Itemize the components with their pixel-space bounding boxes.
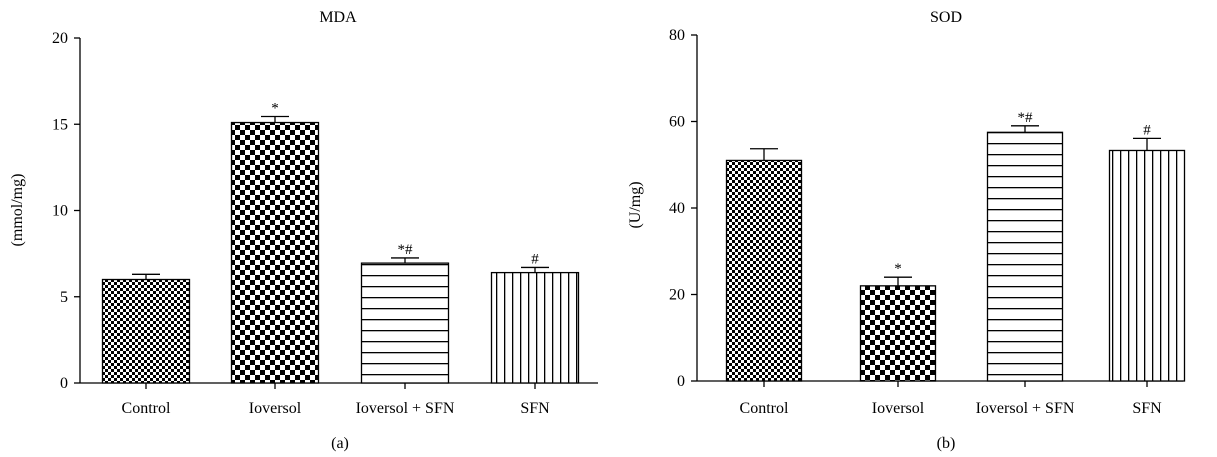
bar <box>986 131 1064 382</box>
significance-label: * <box>894 261 902 277</box>
x-tick-label: Ioversol <box>249 400 302 417</box>
significance-label: * <box>271 100 279 116</box>
bar <box>1108 149 1186 382</box>
y-tick-label: 0 <box>677 373 685 390</box>
bar <box>490 271 580 384</box>
y-tick-label: 15 <box>52 116 68 133</box>
y-axis-label: (mmol/mg) <box>9 174 26 247</box>
significance-label: # <box>531 251 539 267</box>
x-tick-label: Control <box>740 400 789 417</box>
chart-title: MDA <box>319 9 357 26</box>
y-axis-label: (U/mg) <box>627 181 644 228</box>
y-tick-label: 5 <box>60 289 68 306</box>
x-tick-label: SFN <box>1132 400 1162 417</box>
chart-panel-a: MDA (mmol/mg) 0 5 10 15 20 Control Ioversol Iov… <box>9 9 598 452</box>
x-tick-label: Ioversol + SFN <box>976 400 1075 417</box>
panel-label: (b) <box>937 435 956 452</box>
y-tick-label: 40 <box>669 200 685 217</box>
y-tick-label: 20 <box>52 30 68 47</box>
axes: 0 5 10 15 20 Control Ioversol Ioversol + SFN SFN <box>52 30 598 417</box>
bar <box>360 262 450 384</box>
y-tick-label: 10 <box>52 203 68 220</box>
y-tick-label: 20 <box>669 287 685 304</box>
bar-group: * *# # <box>725 110 1186 382</box>
significance-label: *# <box>398 242 414 258</box>
y-tick-label: 80 <box>669 27 685 44</box>
x-tick-label: Control <box>122 400 171 417</box>
significance-label: *# <box>1018 110 1034 126</box>
chart-panel-b: SOD (U/mg) 0 20 40 60 80 Control Ioversol Iover… <box>627 9 1186 452</box>
x-tick-label: Ioversol <box>872 400 925 417</box>
bar <box>859 285 937 382</box>
bar <box>725 159 803 382</box>
x-tick-label: SFN <box>520 400 550 417</box>
bar <box>230 121 320 384</box>
bar-group: * *# # <box>101 100 580 384</box>
chart-title: SOD <box>930 9 962 26</box>
panel-label: (a) <box>331 435 349 452</box>
x-tick-label: Ioversol + SFN <box>356 400 455 417</box>
significance-label: # <box>1143 122 1151 138</box>
bar <box>101 278 191 384</box>
y-tick-label: 0 <box>60 375 68 392</box>
y-tick-label: 60 <box>669 114 685 131</box>
